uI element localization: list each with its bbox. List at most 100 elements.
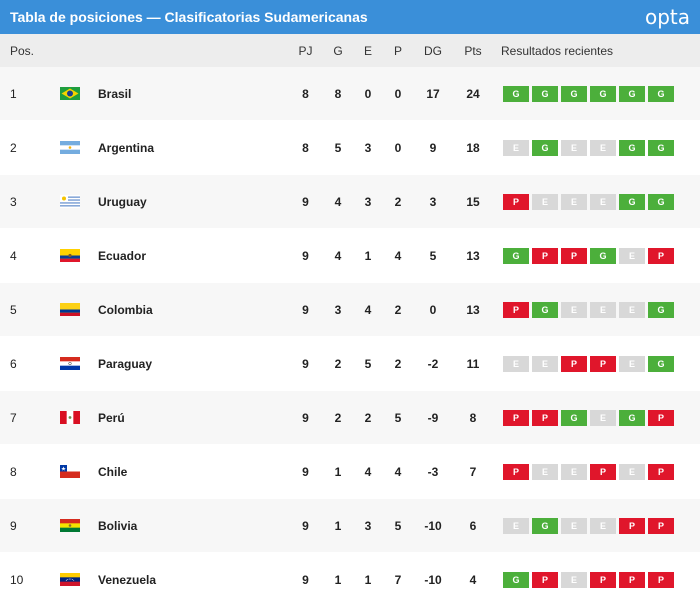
result-badge: G <box>648 139 674 156</box>
table-row[interactable]: 2 Argentina 8 5 3 0 9 18 E G E E G G <box>0 121 700 175</box>
ecuador-flag-icon <box>60 249 98 262</box>
result-badge: E <box>619 463 645 480</box>
result-badge: E <box>590 409 616 426</box>
title-bar: Tabla de posiciones — Clasificatorias Su… <box>0 0 700 34</box>
result-badge: G <box>532 85 558 102</box>
result-badge: E <box>619 301 645 318</box>
opta-logo: opta <box>644 5 690 29</box>
result-badge: G <box>532 301 558 318</box>
table-row[interactable]: 8 Chile 9 1 4 4 -3 7 P E E P E P <box>0 445 700 499</box>
col-g: G <box>333 43 343 58</box>
g-cell: 5 <box>334 140 342 155</box>
result-badge: P <box>503 193 529 210</box>
p-cell: 0 <box>394 86 402 101</box>
result-badge: E <box>590 517 616 534</box>
pj-cell: 9 <box>302 464 309 479</box>
paraguay-flag-icon <box>60 357 80 370</box>
standings-table: 1 Brasil 8 8 0 0 17 24 G G G G G G 2 Argentina 8 5 3 0 9 18 E G… <box>0 67 700 607</box>
p-cell: 4 <box>394 248 402 263</box>
result-badge: E <box>503 355 529 372</box>
result-badge: G <box>503 247 529 264</box>
table-row[interactable]: 7 Perú 9 2 2 5 -9 8 P P G E G P <box>0 391 700 445</box>
col-dg: DG <box>424 43 442 58</box>
pj-cell: 8 <box>302 140 309 155</box>
venezuela-flag-icon <box>60 573 80 586</box>
result-badge: P <box>503 463 529 480</box>
pj-cell: 9 <box>302 248 309 263</box>
team-name: Brasil <box>98 86 132 101</box>
position-cell: 8 <box>10 464 17 479</box>
g-cell: 1 <box>334 464 342 479</box>
team-name: Venezuela <box>98 572 157 587</box>
result-badge: G <box>590 247 616 264</box>
result-badge: P <box>532 571 558 588</box>
result-badge: G <box>590 85 616 102</box>
dg-cell: 5 <box>429 248 437 263</box>
dg-cell: -9 <box>427 410 439 425</box>
position-cell: 6 <box>10 356 17 371</box>
page-title: Tabla de posiciones — Clasificatorias Su… <box>10 9 368 25</box>
result-badge: G <box>619 139 645 156</box>
p-cell: 2 <box>394 356 402 371</box>
result-badge: G <box>503 85 529 102</box>
result-badge: E <box>561 463 587 480</box>
col-pos: Pos. <box>10 43 35 58</box>
table-row[interactable]: 3 Uruguay 9 4 3 2 3 15 P E E E G G <box>0 175 700 229</box>
position-cell: 4 <box>10 248 17 263</box>
e-cell: 1 <box>364 572 372 587</box>
position-cell: 9 <box>10 518 17 533</box>
colombia-flag-icon <box>60 303 98 316</box>
chile-flag-icon <box>60 465 80 478</box>
pj-cell: 9 <box>302 194 309 209</box>
col-recent: Resultados recientes <box>501 43 614 58</box>
dg-cell: -3 <box>427 464 439 479</box>
result-badge: E <box>561 301 587 318</box>
result-badge: P <box>590 355 616 372</box>
result-badge: P <box>619 517 645 534</box>
result-badge: E <box>561 139 587 156</box>
result-badge: G <box>648 355 674 372</box>
peru-flag-icon <box>60 411 98 424</box>
result-badge: E <box>532 193 558 210</box>
e-cell: 3 <box>364 518 372 533</box>
result-badge: P <box>648 517 674 534</box>
table-row[interactable]: 5 Colombia 9 3 4 2 0 13 P G E E E G <box>0 283 700 337</box>
result-badge: G <box>561 85 587 102</box>
table-row[interactable]: 4 Ecuador 9 4 1 4 5 13 G P P G E P <box>0 229 700 283</box>
e-cell: 3 <box>364 194 372 209</box>
bolivia-flag-icon <box>60 519 80 532</box>
result-badge: G <box>648 301 674 318</box>
table-row[interactable]: 10 Venezuela 9 1 1 7 -10 4 G P E P P P <box>0 553 700 607</box>
pts-cell: 7 <box>469 464 477 479</box>
e-cell: 0 <box>364 86 372 101</box>
pj-cell: 9 <box>302 302 309 317</box>
team-name: Paraguay <box>98 356 153 371</box>
brazil-flag-icon <box>60 87 80 100</box>
table-row[interactable]: 9 Bolivia 9 1 3 5 -10 6 E G E E P P <box>0 499 700 553</box>
result-badge: G <box>561 409 587 426</box>
uruguay-flag-icon <box>60 195 80 208</box>
pts-cell: 24 <box>466 86 480 101</box>
result-badge: P <box>648 409 674 426</box>
p-cell: 4 <box>394 464 402 479</box>
result-badge: E <box>590 301 616 318</box>
result-badge: P <box>561 247 587 264</box>
p-cell: 7 <box>394 572 402 587</box>
result-badge: P <box>503 301 529 318</box>
col-pj: PJ <box>298 43 313 58</box>
g-cell: 2 <box>334 410 342 425</box>
argentina-flag-icon <box>60 141 80 154</box>
table-row[interactable]: 1 Brasil 8 8 0 0 17 24 G G G G G G <box>0 67 700 121</box>
team-name: Ecuador <box>98 248 147 263</box>
result-badge: P <box>648 463 674 480</box>
table-row[interactable]: 6 Paraguay 9 2 5 2 -2 11 E E P P E G <box>0 337 700 391</box>
result-badge: G <box>648 193 674 210</box>
dg-cell: 3 <box>429 194 437 209</box>
